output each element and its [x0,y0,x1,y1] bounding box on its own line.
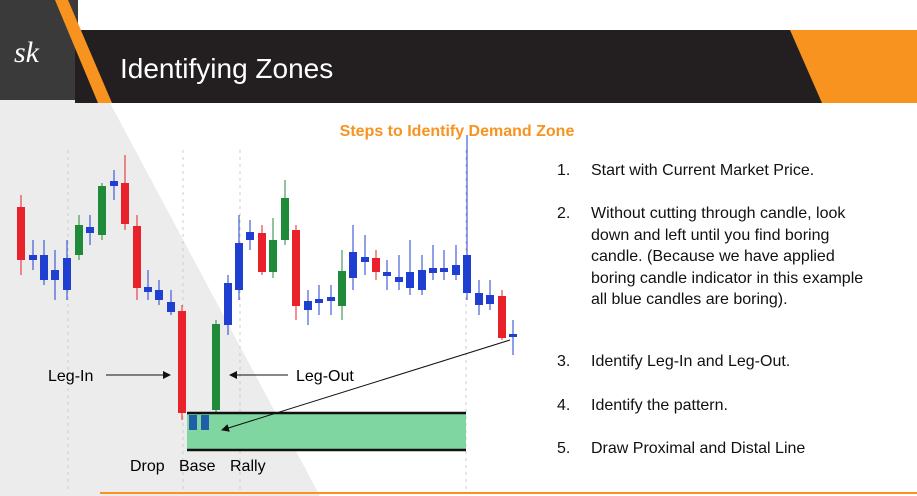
bg-triangle [0,0,320,496]
candle-body [235,243,243,290]
label: Rally [230,458,266,475]
label: Base [179,458,216,475]
step-text: Identify Leg-In and Leg-Out. [591,353,791,370]
candle-body [349,252,357,278]
demand-zone [187,413,466,450]
candle-body [452,265,460,275]
step-text: Without cutting through candle, look dow… [591,205,864,308]
candle-body [486,295,494,304]
candle-body [406,272,414,288]
candle-body [144,287,152,292]
candle-body [372,258,380,272]
candle-body [418,270,426,290]
candle-body [463,255,471,293]
candle-body [133,226,141,288]
step-number: 5. [557,440,571,457]
logo: sk [14,36,40,69]
candle-body [63,258,71,290]
candle-body [155,290,163,300]
label: Leg-In [48,368,93,385]
candle-body [75,225,83,255]
candle-body [361,257,369,262]
candle-body [327,297,335,301]
candle-body [498,296,506,338]
label: Drop [130,458,165,475]
candle-body [246,232,254,240]
candle-body [17,207,25,260]
accent-stripe [55,0,112,103]
step-number: 3. [557,353,571,370]
candle-body [395,277,403,282]
header-accent [790,30,917,103]
candle-body [29,255,37,260]
header-title: Identifying Zones [120,53,333,84]
candle-body [110,181,118,186]
candle-body [51,270,59,280]
candle-body [509,334,517,337]
candle-body [121,183,129,224]
candle-body [167,302,175,312]
base-candle [201,415,209,430]
step-text: Identify the pattern. [591,397,728,414]
candle-body [40,255,48,280]
label: Leg-Out [296,368,354,385]
step-text: Draw Proximal and Distal Line [591,440,806,457]
candle-body [178,311,186,413]
header-band [75,30,825,103]
candle-body [86,227,94,233]
candle-body [292,230,300,306]
candle-body [212,324,220,410]
candle-body [304,301,312,310]
candle-body [224,283,232,325]
candle-body [269,240,277,272]
step-text: Start with Current Market Price. [591,162,815,179]
candle-body [429,268,437,273]
candle-body [475,293,483,305]
pointer-arrow [221,339,511,432]
candle-body [258,233,266,272]
candle-body [281,198,289,240]
candle-body [440,268,448,272]
candle-body [315,299,323,303]
step-number: 4. [557,397,571,414]
candles [17,135,517,430]
step-number: 2. [557,205,571,222]
chart-title: Steps to Identify Demand Zone [340,123,575,140]
candle-body [98,186,106,235]
candle-body [383,272,391,276]
step-number: 1. [557,162,571,179]
base-candle [189,415,197,430]
candle-body [338,271,346,306]
